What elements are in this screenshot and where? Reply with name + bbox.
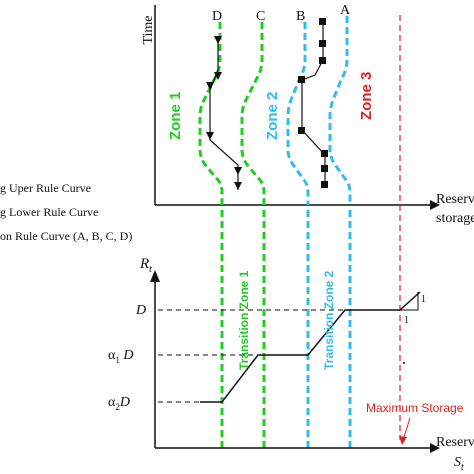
bottom-chart: Rt Reserv St D α1 D α2D 1 1 Transition Z…	[108, 210, 474, 473]
y-tick-d: D	[135, 303, 146, 318]
rule-curve-c-green	[240, 22, 266, 205]
arrow-down-icon	[214, 72, 222, 80]
y-tick-alpha1-d: α1 D	[108, 348, 133, 365]
zone-label-2: Zone 2	[264, 92, 281, 140]
rule-curve-a-cyan	[328, 16, 352, 205]
curve-label-a: A	[340, 3, 351, 18]
curve-label-b: B	[296, 9, 305, 24]
top-x-axis-label-2: storage	[436, 211, 474, 226]
bottom-y-axis-label: Rt	[139, 256, 152, 275]
bottom-y-axis-arrow-icon	[150, 270, 160, 282]
top-chart: Time Reserv storage D C B A Zone 1 Zone …	[141, 3, 474, 440]
rule-curve-d-green	[198, 22, 224, 205]
zone-label-1: Zone 1	[167, 92, 184, 140]
max-storage-label: Maximum Storage	[366, 401, 464, 415]
square-marker-icon	[319, 57, 326, 64]
legend-item-operation: on Rule Curve (A, B, C, D)	[0, 229, 132, 243]
transition-zone-2-label: Transition Zone 2	[322, 270, 336, 370]
release-curve	[200, 291, 421, 403]
transition-zone-1-label: Transition Zone 1	[237, 270, 251, 370]
legend-item-lower: g Lower Rule Curve	[0, 205, 98, 219]
slope-triangle	[400, 292, 419, 311]
arrow-down-icon	[206, 82, 214, 90]
max-storage-arrow-icon	[399, 436, 407, 445]
square-marker-icon	[321, 165, 328, 172]
square-marker-icon	[319, 18, 326, 25]
arrow-down-icon	[234, 167, 242, 175]
lower-rule-path	[209, 40, 239, 190]
square-marker-icon	[321, 150, 328, 157]
square-marker-icon	[298, 76, 305, 83]
bottom-x-axis-label-2: St	[454, 455, 464, 473]
curve-label-c: C	[256, 9, 265, 24]
bottom-x-axis-label-1: Reserv	[436, 435, 474, 450]
curve-label-d: D	[212, 9, 222, 24]
rule-curve-b-cyan	[286, 22, 310, 205]
slope-label-run: 1	[404, 315, 409, 326]
square-marker-icon	[319, 40, 326, 47]
arrow-down-icon	[234, 182, 242, 190]
square-marker-icon	[321, 181, 328, 188]
slope-label-rise: 1	[421, 294, 426, 305]
y-tick-alpha2-d: α2D	[108, 395, 130, 412]
arrow-down-icon	[214, 36, 222, 44]
max-storage-arrow	[402, 417, 411, 441]
zone-label-3: Zone 3	[358, 72, 375, 120]
bottom-x-axis-arrow-icon	[430, 443, 440, 453]
top-x-axis-label-1: Reserv	[436, 192, 474, 207]
top-x-axis-arrow-icon	[430, 200, 440, 210]
arrow-down-icon	[206, 132, 214, 140]
dot-mark	[403, 362, 405, 364]
square-marker-icon	[298, 127, 305, 134]
legend-item-upper: g Uper Rule Curve	[0, 181, 91, 195]
top-y-axis-label: Time	[141, 15, 156, 44]
legend: g Uper Rule Curve g Lower Rule Curve on …	[0, 181, 132, 243]
